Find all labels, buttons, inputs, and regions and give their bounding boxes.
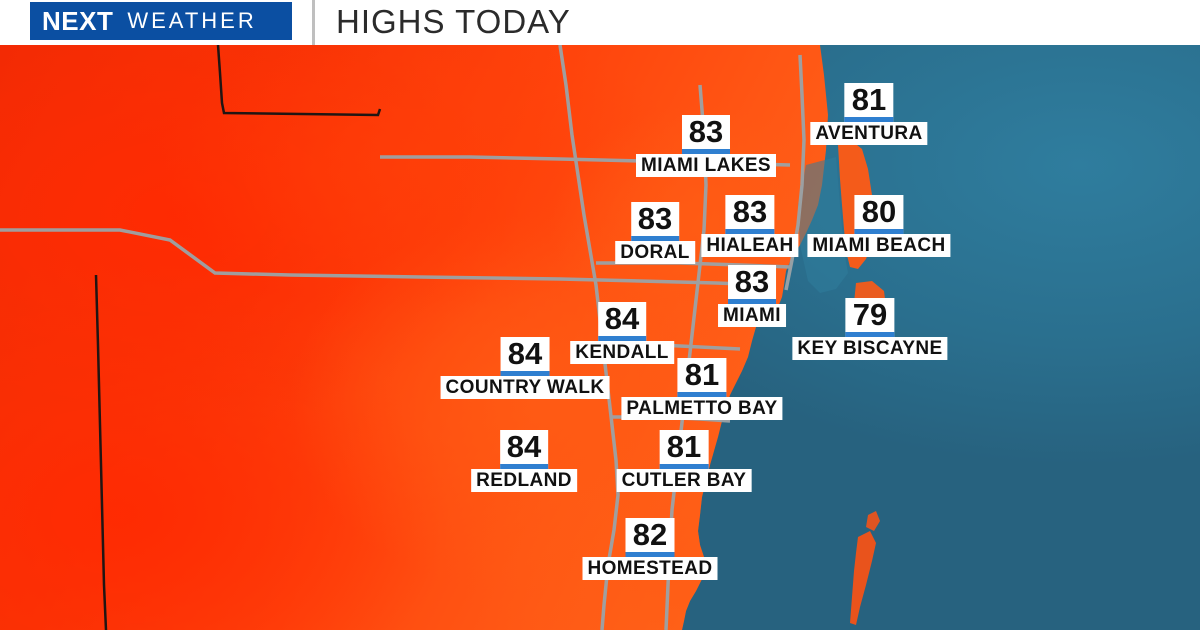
city-marker[interactable]: 79 KEY BISCAYNE <box>792 298 948 360</box>
city-marker[interactable]: 83 MIAMI LAKES <box>635 115 777 177</box>
city-marker[interactable]: 81 AVENTURA <box>810 83 928 145</box>
city-name: MIAMI BEACH <box>807 234 951 257</box>
city-marker[interactable]: 82 HOMESTEAD <box>582 518 718 580</box>
city-temp: 79 <box>845 298 895 337</box>
city-marker[interactable]: 83 MIAMI <box>718 265 786 327</box>
map-canvas[interactable]: 81 AVENTURA 83 MIAMI LAKES 80 MIAMI BEAC… <box>0 45 1200 630</box>
city-name: MIAMI <box>718 304 786 327</box>
city-temp: 84 <box>597 302 647 341</box>
city-temp: 83 <box>630 202 680 241</box>
city-name: HIALEAH <box>701 234 799 257</box>
city-name: KEY BISCAYNE <box>792 337 948 360</box>
city-marker[interactable]: 84 COUNTRY WALK <box>440 337 610 399</box>
city-name: MIAMI LAKES <box>635 154 777 177</box>
city-temp: 82 <box>625 518 675 557</box>
city-marker[interactable]: 84 KENDALL <box>570 302 674 364</box>
header-divider <box>312 0 315 45</box>
page-title: HIGHS TODAY <box>336 3 571 40</box>
city-name: COUNTRY WALK <box>440 376 610 399</box>
city-marker[interactable]: 83 HIALEAH <box>701 195 799 257</box>
city-temp: 84 <box>499 430 549 469</box>
city-temp: 83 <box>725 195 775 234</box>
city-name: DORAL <box>615 241 695 264</box>
city-temp: 83 <box>681 115 731 154</box>
city-temp: 84 <box>500 337 550 376</box>
city-name: KENDALL <box>570 341 674 364</box>
city-temp: 81 <box>659 430 709 469</box>
city-temp: 81 <box>844 83 894 122</box>
city-name: REDLAND <box>471 469 577 492</box>
city-marker[interactable]: 84 REDLAND <box>471 430 577 492</box>
next-weather-logo: NEXT WEATHER <box>30 2 292 40</box>
city-temp: 81 <box>677 358 727 397</box>
city-name: HOMESTEAD <box>582 557 718 580</box>
city-name: CUTLER BAY <box>616 469 752 492</box>
city-marker[interactable]: 80 MIAMI BEACH <box>807 195 951 257</box>
header-bar: NEXT WEATHER HIGHS TODAY <box>0 0 1200 45</box>
city-name: PALMETTO BAY <box>621 397 783 420</box>
city-marker[interactable]: 81 CUTLER BAY <box>616 430 752 492</box>
city-temp: 83 <box>727 265 777 304</box>
city-marker[interactable]: 81 PALMETTO BAY <box>621 358 783 420</box>
city-marker[interactable]: 83 DORAL <box>615 202 695 264</box>
city-name: AVENTURA <box>810 122 928 145</box>
logo-weather-text: WEATHER <box>127 8 257 33</box>
city-temp: 80 <box>854 195 904 234</box>
logo-next-text: NEXT <box>42 5 114 36</box>
